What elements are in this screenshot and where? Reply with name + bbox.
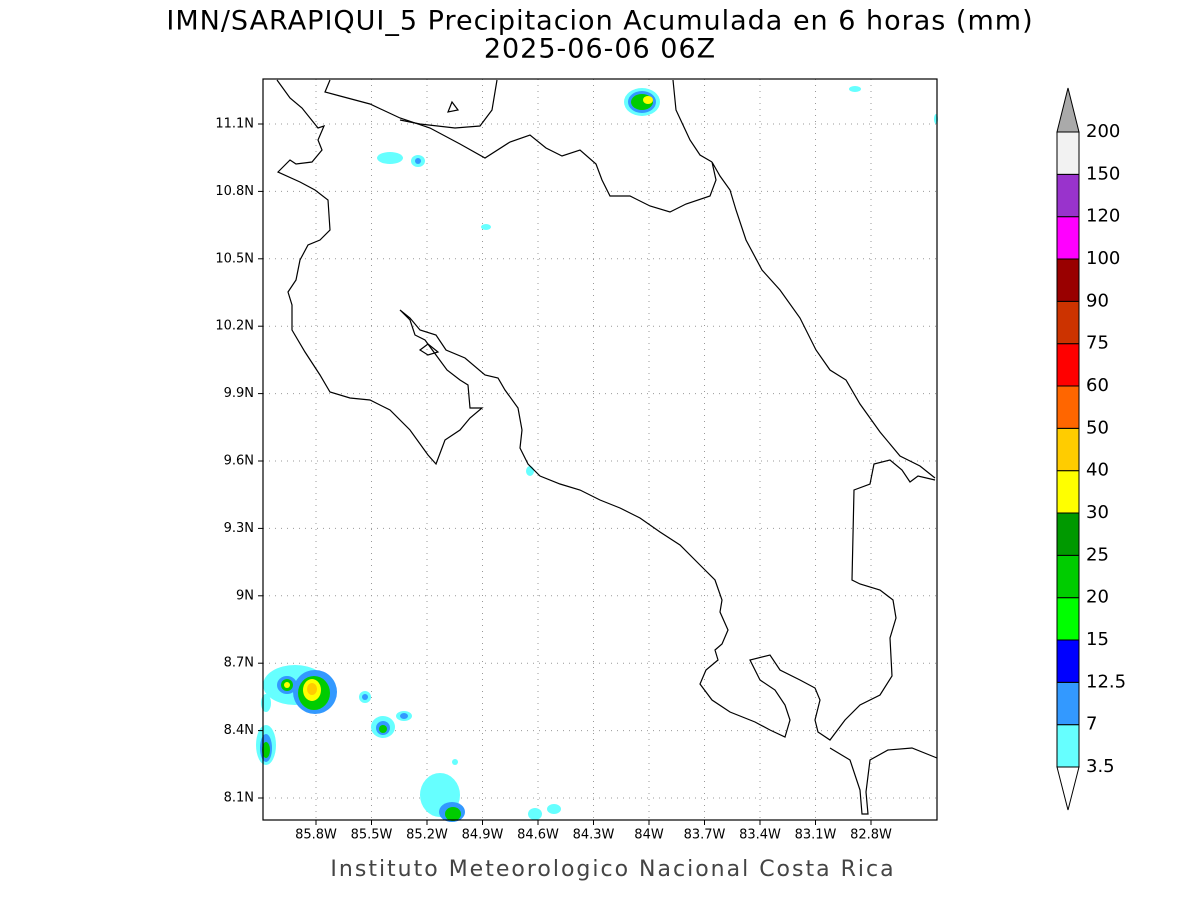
legend-label: 7 — [1086, 714, 1097, 735]
legend-label: 15 — [1086, 629, 1109, 650]
lon-label: 85.8W — [295, 828, 337, 843]
legend-label: 120 — [1086, 206, 1120, 227]
legend-label: 50 — [1086, 417, 1109, 438]
color-box — [1056, 512, 1080, 556]
legend-label: 90 — [1086, 290, 1109, 311]
color-box — [1056, 343, 1080, 387]
lon-label: 84.9W — [462, 828, 504, 843]
axis-ticks: 11.1N 10.8N 10.5N 10.2N 9.9N 9.6N 9.3N 9N 8.7N 8.… — [215, 117, 892, 843]
legend-label: 3.5 — [1086, 756, 1115, 777]
color-box — [1056, 639, 1080, 683]
over-triangle — [1056, 87, 1080, 133]
legend-label: 200 — [1086, 121, 1120, 142]
legend-label: 20 — [1086, 587, 1109, 608]
color-box — [1056, 724, 1080, 768]
lat-label: 10.2N — [215, 319, 254, 334]
coastline — [276, 79, 938, 815]
lon-label: 85.2W — [406, 828, 448, 843]
lat-label: 10.8N — [215, 184, 254, 199]
color-box — [1056, 300, 1080, 345]
color-box — [1056, 427, 1080, 472]
lon-label: 83.7W — [684, 828, 726, 843]
subtitle: 2025-06-06 06Z — [484, 34, 716, 65]
lon-label: 83.4W — [739, 828, 781, 843]
lon-label: 85.5W — [351, 828, 393, 843]
lon-label: 84.3W — [573, 828, 615, 843]
precipitation — [256, 86, 938, 822]
color-box — [1056, 258, 1080, 302]
title: IMN/SARAPIQUI_5 Precipitacion Acumulada … — [166, 6, 1033, 37]
color-box — [1056, 470, 1080, 514]
color-box — [1056, 597, 1080, 641]
lon-label: 82.8W — [850, 828, 892, 843]
lat-label: 8.7N — [224, 656, 254, 671]
grid — [263, 79, 937, 820]
legend-label: 150 — [1086, 163, 1120, 184]
legend-label: 60 — [1086, 375, 1109, 396]
lat-label: 9.3N — [224, 521, 254, 536]
lat-label: 11.1N — [215, 117, 254, 132]
color-box — [1056, 216, 1080, 260]
footer: Instituto Meteorologico Nacional Costa R… — [330, 857, 895, 882]
color-box — [1056, 681, 1080, 726]
lat-label: 9.6N — [224, 454, 254, 469]
color-box — [1056, 554, 1080, 599]
color-box — [1056, 131, 1080, 175]
lon-label: 84W — [634, 828, 664, 843]
lat-label: 10.5N — [215, 251, 254, 266]
legend-label: 40 — [1086, 460, 1109, 481]
legend-label: 30 — [1086, 502, 1109, 523]
map-frame — [262, 78, 938, 821]
legend-label: 25 — [1086, 544, 1109, 565]
lat-label: 8.1N — [224, 791, 254, 806]
legend-label: 12.5 — [1086, 671, 1126, 692]
color-box — [1056, 173, 1080, 218]
lat-label: 9.9N — [224, 386, 254, 401]
color-box — [1056, 385, 1080, 429]
legend-label: 75 — [1086, 333, 1109, 354]
lon-label: 84.6W — [517, 828, 559, 843]
lat-label: 8.4N — [224, 723, 254, 738]
legend-label: 100 — [1086, 248, 1120, 269]
colorbar: 3.5 7 12.5 15 20 25 30 40 50 60 75 90 100 120 150 200 — [1056, 87, 1126, 811]
under-triangle — [1056, 766, 1080, 811]
lat-label: 9N — [236, 588, 254, 603]
lon-label: 83.1W — [795, 828, 837, 843]
